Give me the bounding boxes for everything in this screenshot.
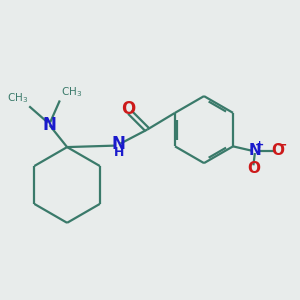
Text: CH$_3$: CH$_3$ (7, 91, 28, 105)
Text: +: + (255, 140, 264, 151)
Text: H: H (113, 146, 124, 158)
Text: N: N (248, 143, 261, 158)
Text: −: − (277, 139, 287, 152)
Text: O: O (247, 161, 260, 176)
Text: O: O (121, 100, 135, 118)
Text: N: N (43, 116, 56, 134)
Text: CH$_3$: CH$_3$ (61, 85, 82, 99)
Text: O: O (271, 143, 284, 158)
Text: N: N (111, 135, 125, 153)
